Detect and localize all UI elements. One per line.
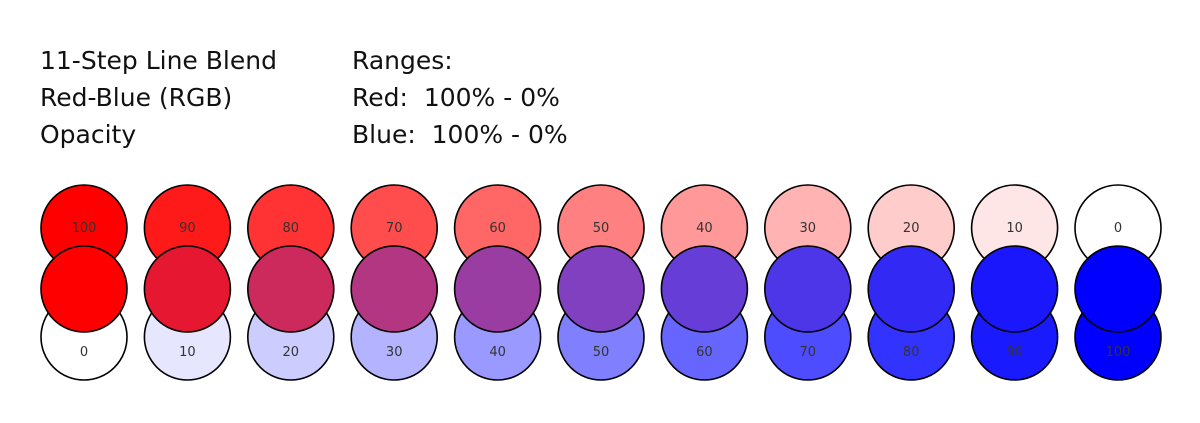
title-line-3: Opacity bbox=[40, 120, 137, 149]
blend-circle bbox=[763, 245, 852, 333]
blend-circle bbox=[970, 245, 1059, 333]
bottom-label: 70 bbox=[800, 345, 817, 360]
blend-circle bbox=[557, 245, 645, 333]
bottom-label: 0 bbox=[80, 345, 88, 360]
title-line-1: 11-Step Line Blend bbox=[40, 46, 277, 75]
top-label: 60 bbox=[489, 221, 506, 236]
ranges-block: Ranges: Red: 100% - 0% Blue: 100% - 0% bbox=[352, 42, 568, 153]
bottom-label: 90 bbox=[1006, 345, 1023, 360]
top-label: 40 bbox=[696, 221, 713, 236]
bottom-label: 40 bbox=[489, 345, 506, 360]
top-label: 100 bbox=[72, 221, 97, 236]
title-block: 11-Step Line Blend Red-Blue (RGB) Opacit… bbox=[40, 42, 277, 153]
top-label: 80 bbox=[283, 221, 300, 236]
top-label: 70 bbox=[386, 221, 403, 236]
bottom-label: 50 bbox=[593, 345, 610, 360]
blend-circle bbox=[1074, 245, 1162, 333]
blend-circle bbox=[143, 245, 232, 333]
top-label: 50 bbox=[593, 221, 610, 236]
blend-circle bbox=[246, 245, 335, 333]
top-label: 0 bbox=[1114, 221, 1122, 236]
bottom-label: 80 bbox=[903, 345, 920, 360]
bottom-label: 20 bbox=[283, 345, 300, 360]
ranges-heading: Ranges: bbox=[352, 46, 453, 75]
ranges-blue: Blue: 100% - 0% bbox=[352, 120, 568, 149]
blend-circle bbox=[660, 245, 749, 333]
blend-circle bbox=[867, 245, 956, 333]
title-line-2: Red-Blue (RGB) bbox=[40, 83, 233, 112]
ranges-red: Red: 100% - 0% bbox=[352, 83, 560, 112]
top-label: 10 bbox=[1006, 221, 1023, 236]
top-label: 20 bbox=[903, 221, 920, 236]
top-label: 90 bbox=[179, 221, 196, 236]
bottom-label: 30 bbox=[386, 345, 403, 360]
bottom-label: 60 bbox=[696, 345, 713, 360]
blend-circle bbox=[40, 245, 128, 333]
bottom-label: 10 bbox=[179, 345, 196, 360]
top-label: 30 bbox=[800, 221, 817, 236]
blend-circle bbox=[453, 245, 542, 333]
blend-circle bbox=[350, 245, 439, 333]
bottom-label: 100 bbox=[1106, 345, 1131, 360]
